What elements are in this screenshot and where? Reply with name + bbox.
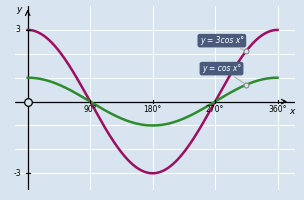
Text: 3: 3 xyxy=(16,25,21,34)
Text: 360°: 360° xyxy=(268,105,287,114)
Text: -3: -3 xyxy=(13,169,21,178)
Text: 270°: 270° xyxy=(206,105,224,114)
Text: 180°: 180° xyxy=(143,105,162,114)
Text: y = 3cos x°: y = 3cos x° xyxy=(200,36,244,50)
Text: y: y xyxy=(17,5,22,14)
Text: y = cos x°: y = cos x° xyxy=(202,64,244,83)
Text: 90°: 90° xyxy=(83,105,97,114)
Text: x: x xyxy=(289,107,295,116)
